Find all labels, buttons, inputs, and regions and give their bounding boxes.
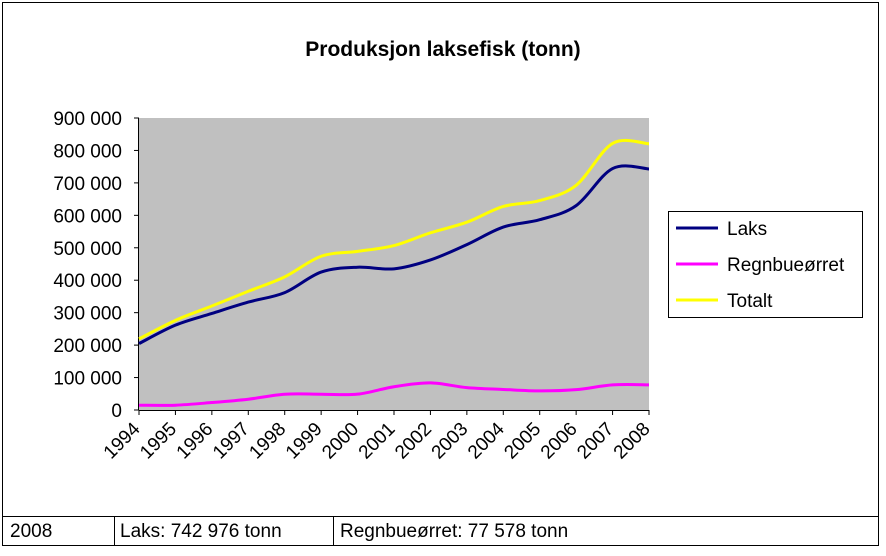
y-tick-label: 300 000: [53, 304, 122, 325]
legend: Laks Regnbueørret Totalt: [676, 219, 845, 312]
chart-title: Produksjon laksefisk (tonn): [305, 38, 580, 61]
footer-cell: Laks: 742 976 tonn: [120, 521, 282, 542]
y-tick-label: 400 000: [53, 271, 122, 292]
legend-label: Totalt: [727, 291, 773, 312]
y-tick-label: 700 000: [53, 174, 122, 195]
y-tick-label: 500 000: [53, 239, 122, 260]
footer-cell: Regnbueørret: 77 578 tonn: [340, 521, 568, 542]
data-line: [138, 138, 650, 341]
legend-label: Regnbueørret: [727, 255, 845, 276]
footer-cell: 2008: [10, 521, 52, 542]
plot-area: [139, 118, 649, 410]
y-tick-label: 800 000: [53, 141, 122, 162]
footer-row: [2, 516, 879, 546]
legend-label: Laks: [727, 219, 767, 240]
data-line: [138, 381, 650, 407]
y-tick-label: 200 000: [53, 336, 122, 357]
y-tick-label: 900 000: [53, 109, 122, 130]
data-line: [138, 164, 650, 345]
y-tick-label: 600 000: [53, 206, 122, 227]
y-tick-label: 0: [111, 401, 122, 422]
y-tick-label: 100 000: [53, 369, 122, 390]
